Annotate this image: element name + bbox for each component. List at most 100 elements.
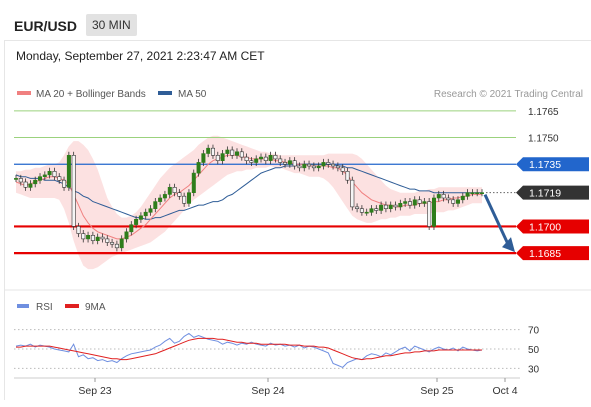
instrument-title: EUR/USD [14, 18, 78, 34]
candle-body [479, 192, 484, 194]
candle-body [110, 242, 115, 245]
rsi-legend-swatch [17, 304, 29, 308]
candle-body [383, 204, 388, 210]
ma50-legend-label: MA 50 [178, 89, 207, 100]
candle-body [177, 192, 182, 197]
level-badge-1.1735 [516, 157, 589, 172]
candle-body [431, 197, 436, 227]
candle-body [95, 236, 100, 242]
level-badge-1.1700 [516, 219, 589, 234]
candle-body [263, 156, 268, 162]
candle-body [196, 162, 201, 174]
candle-body [71, 155, 76, 227]
candle-body [393, 204, 398, 208]
bollinger-legend-label: MA 20 + Bollinger Bands [36, 89, 146, 100]
candle-body [206, 147, 211, 154]
legend: MA 20 + Bollinger Bands MA 50 Research ©… [17, 89, 583, 313]
timestamp: Monday, September 27, 2021 2:23:47 AM CE… [16, 49, 265, 63]
candle-body [187, 192, 192, 204]
timeframe-button[interactable]: 30 MIN [86, 14, 137, 36]
left-border [4, 40, 5, 400]
x-tick-label: Sep 25 [420, 385, 453, 397]
candle-body [307, 163, 312, 167]
header-bar: EUR/USD 30 MIN [4, 8, 591, 41]
credit-label: Research © 2021 Trading Central [434, 89, 583, 100]
level-label-1.1750: 1.1750 [528, 134, 559, 145]
candle-body [18, 178, 23, 183]
candle-body [138, 215, 143, 220]
rsi-line [15, 332, 483, 368]
candle-body [302, 163, 307, 169]
level-label-1.1685: 1.1685 [529, 248, 561, 260]
candle-body [143, 211, 148, 217]
candle-body [350, 179, 355, 208]
candle-body [345, 171, 350, 181]
candle-body [23, 181, 28, 188]
candle-body [321, 162, 326, 167]
candle-body [388, 204, 393, 210]
candle-body [398, 203, 403, 208]
candle-body [455, 199, 460, 204]
candle-body [215, 155, 220, 161]
candle-body [460, 195, 465, 201]
candle-body [287, 160, 292, 165]
candle-body [57, 176, 62, 181]
candle-body [162, 194, 167, 199]
bollinger-band [16, 135, 482, 270]
candle-body [239, 151, 244, 158]
candle-body [446, 197, 451, 201]
candle-body [297, 165, 302, 169]
candle-body [167, 187, 172, 195]
candle-body [374, 208, 379, 211]
x-tick-label: Sep 24 [251, 385, 284, 397]
candle-body [76, 226, 81, 234]
candle-body [66, 155, 71, 188]
ma20-line [15, 154, 482, 240]
candle-body [359, 208, 364, 213]
ma50-line [15, 163, 482, 220]
candle-body [427, 201, 432, 227]
candle-body [28, 183, 33, 188]
level-label-1.1700: 1.1700 [529, 221, 561, 233]
candle-body [379, 204, 384, 211]
candle-body [105, 238, 110, 243]
candle-body [273, 155, 278, 160]
candle-body [33, 179, 38, 185]
candle-body [153, 201, 158, 210]
ma50-legend-swatch [158, 91, 172, 95]
candle-body [158, 197, 163, 202]
candle-body [124, 231, 129, 240]
candle-body [340, 167, 345, 172]
candle-body [417, 199, 422, 204]
candle-body [412, 199, 417, 206]
candle-body [311, 165, 316, 169]
candle-body [14, 178, 19, 180]
level-label-1.1719: 1.1719 [529, 188, 561, 200]
forecast-arrow-shaft [483, 194, 510, 245]
candle-body [249, 160, 254, 163]
candle-body [331, 163, 336, 167]
level-badge-1.1685 [516, 246, 589, 261]
candle-body [90, 235, 95, 241]
candle-body [100, 236, 105, 240]
candle-body [172, 187, 177, 193]
candle-body [129, 224, 134, 233]
ninema-legend-label: 9MA [85, 302, 106, 313]
candle-body [182, 195, 187, 204]
x-tick-label: Oct 4 [492, 385, 517, 397]
candle-body [81, 233, 86, 240]
candle-body [441, 194, 446, 199]
x-tick-label: Sep 23 [78, 385, 111, 397]
candle-body [436, 194, 441, 199]
candle-body [225, 149, 230, 154]
candle-body [278, 158, 283, 163]
candle-body [201, 153, 206, 163]
candle-body [282, 162, 287, 165]
candle-body [258, 156, 263, 160]
level-label-1.1765: 1.1765 [528, 107, 559, 118]
candle-body [52, 171, 57, 177]
candle-body [148, 208, 153, 213]
rsi-tick-30: 30 [528, 364, 540, 375]
rsi-legend-label: RSI [36, 302, 53, 313]
